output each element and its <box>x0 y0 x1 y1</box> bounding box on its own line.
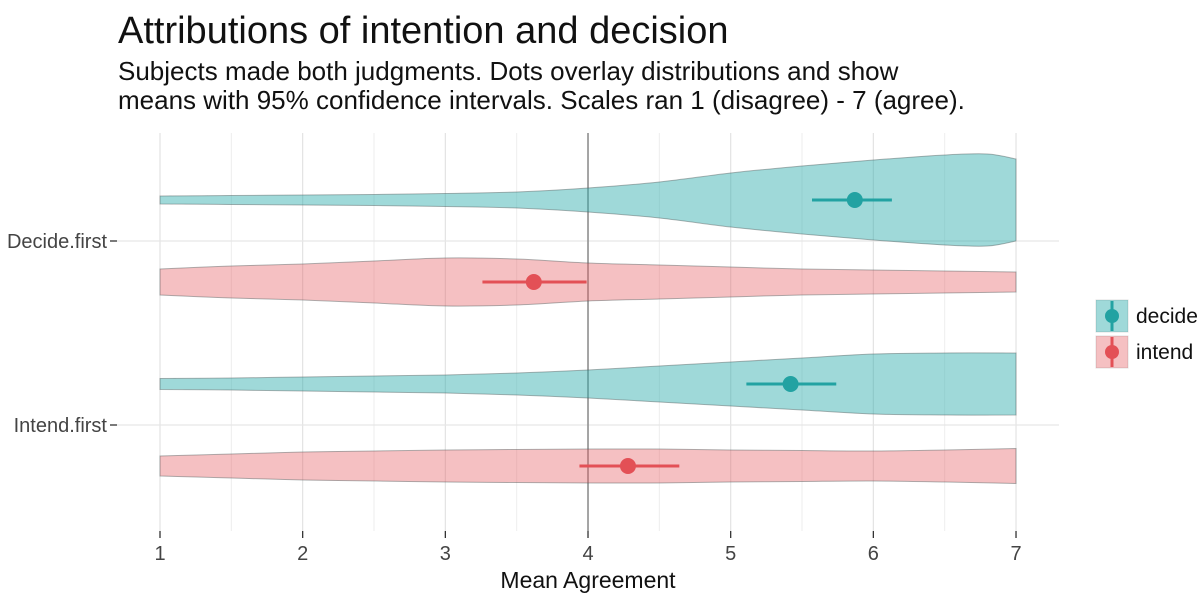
axis-labels: 1 2 3 4 5 6 7 Decide.first Intend.first <box>7 231 1022 565</box>
y-category-label-intend-first: Intend.first <box>14 415 108 437</box>
chart-subtitle-line1: Subjects made both judgments. Dots overl… <box>118 56 899 86</box>
mean-points <box>482 192 892 474</box>
x-tick-label: 5 <box>725 543 736 565</box>
mean-dot-decide-first-intend <box>525 274 542 290</box>
x-axis-title: Mean Agreement <box>500 567 676 593</box>
axis-ticks <box>110 240 1017 538</box>
legend-key-dot-decide <box>1105 309 1119 323</box>
chart-title: Attributions of intention and decision <box>118 10 729 52</box>
chart-subtitle: Subjects made both judgments. Dots overl… <box>118 57 965 115</box>
legend: decide intend <box>1095 299 1198 369</box>
mean-dot-intend-first-decide <box>782 376 799 392</box>
violin-decide-first-decide <box>159 153 1017 247</box>
legend-label-intend: intend <box>1136 341 1193 364</box>
mean-dot-decide-first-decide <box>846 192 863 208</box>
x-tick-label: 4 <box>582 543 593 565</box>
x-tick-label: 6 <box>868 543 879 565</box>
legend-label-decide: decide <box>1136 305 1198 328</box>
mean-dot-intend-first-intend <box>619 458 636 474</box>
chart-subtitle-line2: means with 95% confidence intervals. Sca… <box>118 85 965 115</box>
x-tick-label: 1 <box>154 543 165 565</box>
y-category-label-decide-first: Decide.first <box>7 231 107 253</box>
x-tick-label: 3 <box>440 543 451 565</box>
legend-key-dot-intend <box>1105 345 1119 359</box>
x-tick-label: 7 <box>1010 543 1021 565</box>
violin-intend-first-decide <box>159 352 1017 416</box>
x-tick-label: 2 <box>297 543 308 565</box>
violin-decide-first-intend <box>159 257 1017 307</box>
